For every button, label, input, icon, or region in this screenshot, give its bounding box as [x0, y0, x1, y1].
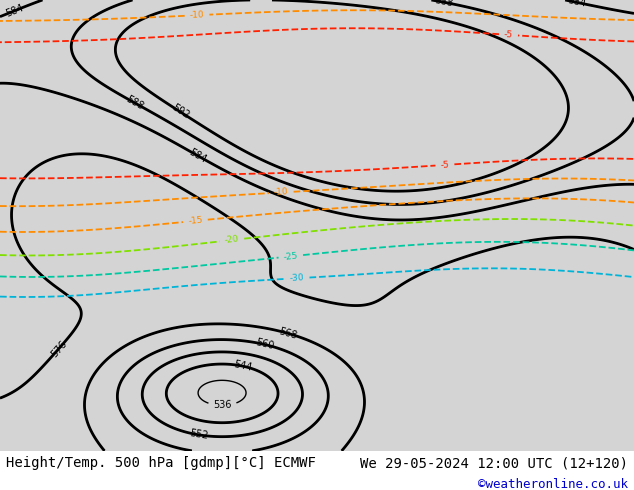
Text: -10: -10 [190, 10, 205, 20]
Text: ©weatheronline.co.uk: ©weatheronline.co.uk [477, 478, 628, 490]
Text: Height/Temp. 500 hPa [gdmp][°C] ECMWF: Height/Temp. 500 hPa [gdmp][°C] ECMWF [6, 456, 316, 470]
Text: 588: 588 [124, 94, 146, 112]
Text: -30: -30 [290, 273, 305, 283]
Text: 536: 536 [213, 400, 232, 411]
Text: 584: 584 [567, 0, 587, 9]
Text: We 29-05-2024 12:00 UTC (12+120): We 29-05-2024 12:00 UTC (12+120) [359, 456, 628, 470]
Text: 544: 544 [233, 359, 253, 373]
Text: -25: -25 [283, 251, 299, 262]
Text: -5: -5 [503, 30, 514, 40]
Text: -10: -10 [274, 188, 289, 197]
Text: 584: 584 [188, 147, 209, 165]
Text: -20: -20 [224, 235, 240, 245]
Text: -15: -15 [188, 216, 204, 226]
Text: 588: 588 [434, 0, 454, 9]
Text: 592: 592 [170, 102, 191, 121]
Text: 568: 568 [278, 326, 298, 341]
Text: 584: 584 [4, 3, 25, 19]
Text: 576: 576 [49, 339, 68, 359]
Text: 560: 560 [255, 338, 275, 352]
Text: -5: -5 [440, 160, 450, 170]
Text: 552: 552 [188, 428, 209, 441]
